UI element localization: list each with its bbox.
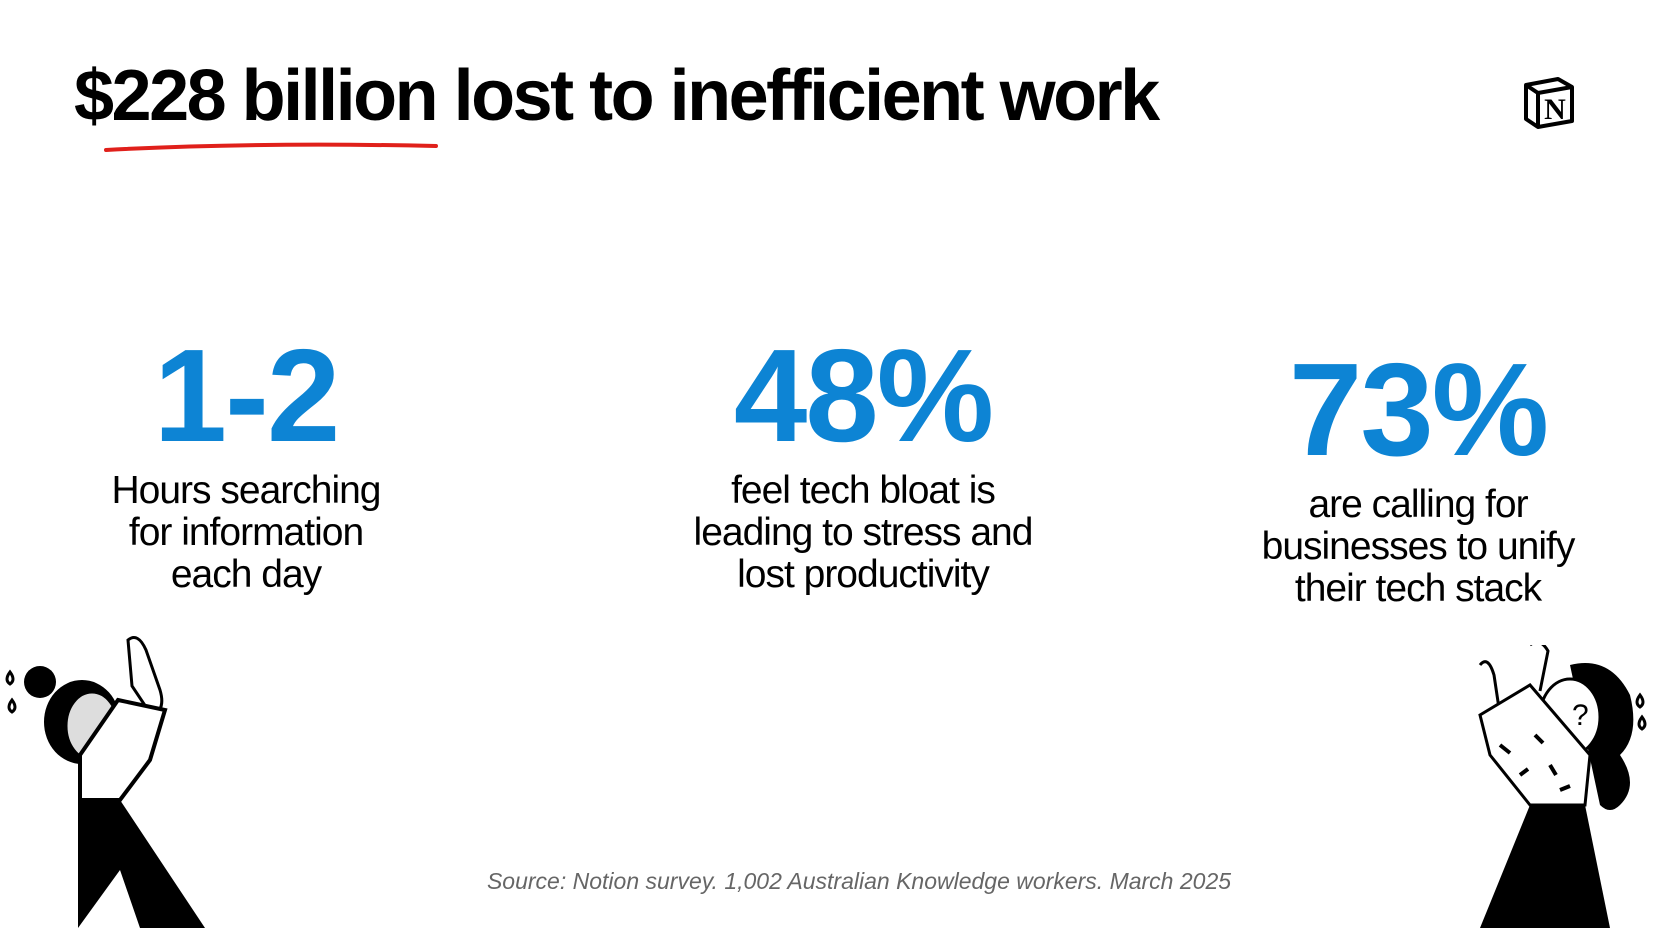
stat-hours-searching: 1-2 Hours searching for information each… (0, 330, 506, 596)
red-underline-decoration (104, 142, 438, 152)
svg-text:?: ? (1572, 699, 1589, 732)
stat-label-line: their tech stack (1294, 567, 1542, 610)
stat-label-line: lost productivity (737, 553, 990, 596)
stat-value: 73% (1288, 336, 1549, 483)
stat-value: 48% (733, 322, 994, 469)
stat-label: Hours searching for information each day (0, 470, 506, 596)
stat-value: 1-2 (153, 322, 341, 469)
stat-label-line: Hours searching (111, 469, 382, 512)
svg-text:N: N (1544, 93, 1566, 126)
stat-label: are calling for businesses to unify thei… (1158, 484, 1656, 610)
stressed-person-left-illustration (5, 636, 205, 928)
stat-unify-stack: 73% are calling for businesses to unify … (1158, 344, 1656, 610)
stat-label-line: leading to stress and (693, 511, 1034, 554)
stat-tech-bloat: 48% feel tech bloat is leading to stress… (603, 330, 1123, 596)
stat-label-line: are calling for (1308, 483, 1528, 526)
stat-label-line: each day (170, 553, 322, 596)
stat-label: feel tech bloat is leading to stress and… (603, 470, 1123, 596)
stat-label-line: businesses to unify (1261, 525, 1576, 568)
source-note: Source: Notion survey. 1,002 Australian … (486, 868, 1232, 894)
page-title: $228 billion lost to inefficient work (74, 56, 1160, 136)
notion-logo-icon: N (1524, 77, 1574, 129)
stat-label-line: feel tech bloat is (731, 469, 996, 512)
stat-label-line: for information (128, 511, 364, 554)
stressed-person-right-illustration: ? (1478, 645, 1647, 928)
